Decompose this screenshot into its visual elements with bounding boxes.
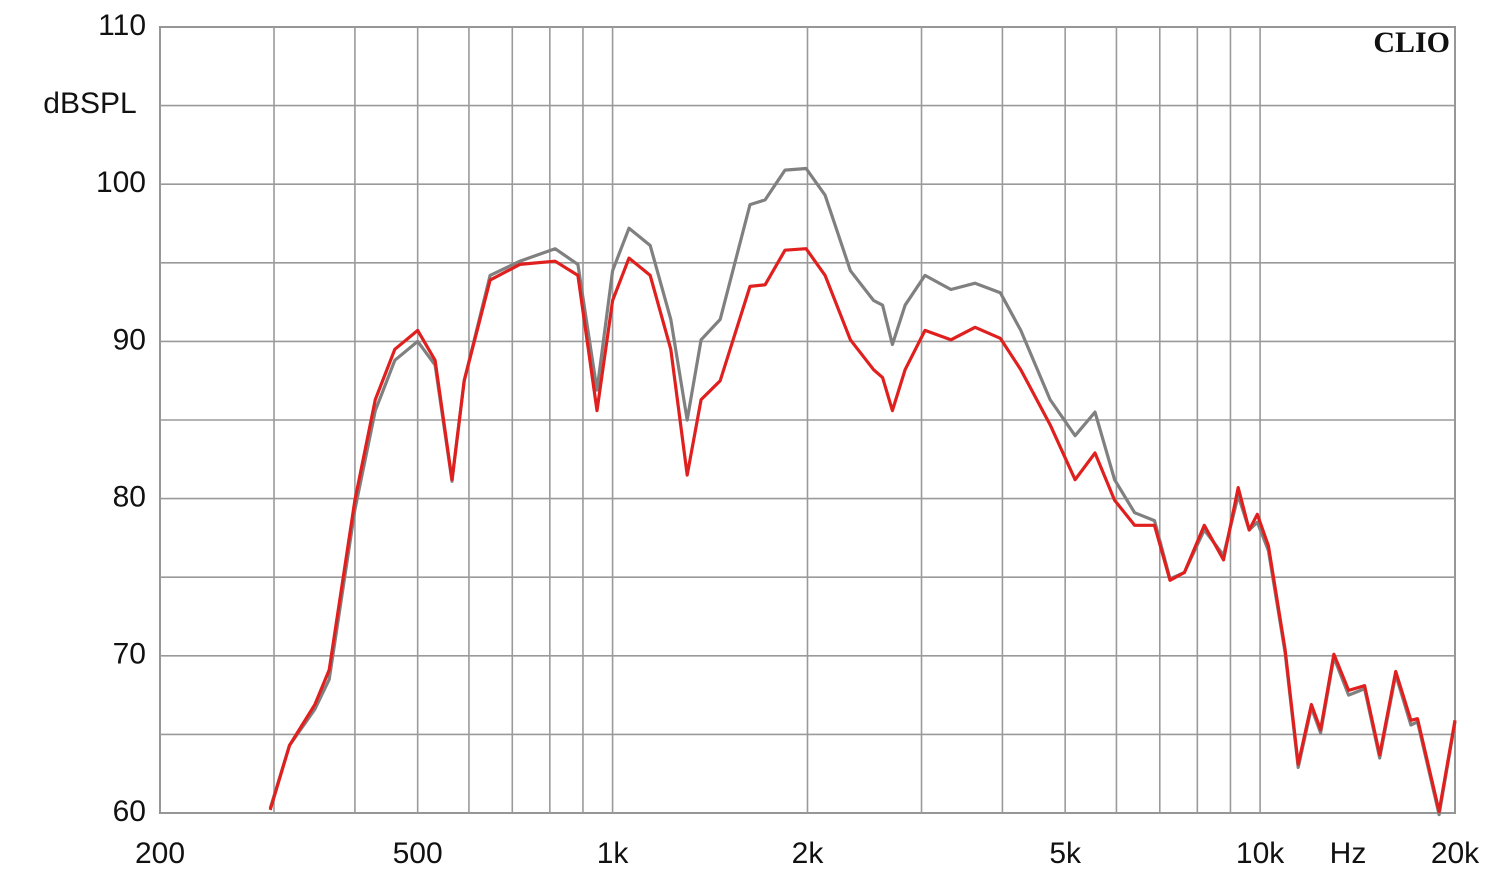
x-tick-label: 20k <box>1431 837 1480 870</box>
x-tick-label: 500 <box>393 837 443 870</box>
y-tick-label: 60 <box>113 795 146 828</box>
y-tick-label: 80 <box>113 481 146 514</box>
y-tick-label: 110 <box>98 9 146 42</box>
y-tick-label: 70 <box>113 638 146 671</box>
x-tick-label: 1k <box>597 837 630 870</box>
series-line <box>268 247 1457 813</box>
x-tick-label: 2k <box>792 837 825 870</box>
x-tick-label: 5k <box>1049 837 1082 870</box>
y-tick-label: 100 <box>96 166 146 199</box>
x-tick-label: 10k <box>1236 837 1285 870</box>
x-axis-label: Hz <box>1330 837 1367 870</box>
x-tick-label: 200 <box>135 837 185 870</box>
y-axis-label: dBSPL <box>43 87 136 120</box>
y-tick-label: 90 <box>113 323 146 356</box>
watermark: CLIO <box>1373 26 1450 59</box>
